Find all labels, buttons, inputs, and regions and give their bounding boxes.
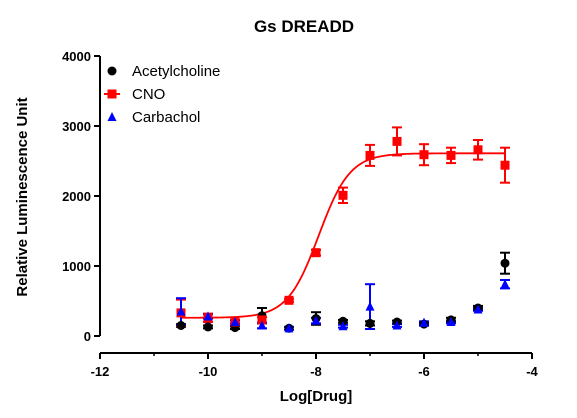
cno-point [338,190,348,200]
cno-point [446,150,456,160]
cno-point [365,150,375,160]
cno-fit-curve [180,152,505,319]
data-points-layer [176,136,510,333]
y-axis-label: Relative Luminescence Unit [14,97,31,296]
carbachol-point [257,320,267,330]
y-tick-label: 4000 [62,49,91,64]
carbachol-legend-marker [107,111,117,122]
carbachol-point [473,304,483,314]
x-tick-label: -12 [91,364,110,379]
cno-point [419,150,429,160]
chart-title: Gs DREADD [254,17,354,36]
carbachol-point [284,323,294,333]
acetylcholine-legend-marker [107,66,117,76]
carbachol-point [392,320,402,330]
y-tick-label: 0 [84,329,91,344]
carbachol-point [338,321,348,331]
acetylcholine-point [500,258,510,268]
acetylcholine-point [176,321,186,330]
y-tick-label: 1000 [62,259,91,274]
cno-point [311,248,321,258]
carbachol-point [419,317,429,327]
carbachol-point [500,279,510,289]
axes: 0 1000 2000 3000 4000 -12 -10 -8 -6 -4 [62,49,538,379]
cno-point [500,160,510,170]
carbachol-point [446,316,456,327]
cno-point [473,145,483,155]
carbachol-legend-label: Carbachol [132,109,200,126]
acetylcholine-point [203,322,213,332]
y-tick-label: 2000 [62,189,91,204]
x-tick-label: -8 [310,364,322,379]
error-bars-layer [176,126,510,331]
carbachol-point [365,301,375,311]
y-tick-label: 3000 [62,119,91,134]
carbachol-point [311,315,321,325]
x-axis-label: Log[Drug] [280,388,352,405]
acetylcholine-legend-label: Acetylcholine [132,63,220,80]
cno-legend-label: CNO [132,86,165,103]
cno-legend-marker [107,89,117,99]
carbachol-point [230,316,240,327]
x-tick-label: -4 [526,364,538,379]
fit-curve-layer [180,152,505,319]
carbachol-point [176,306,186,316]
acetylcholine-point [365,318,375,328]
legend: Acetylcholine CNO Carbachol [104,63,220,126]
carbachol-point [203,311,213,321]
cno-point [257,315,267,325]
cno-point [392,136,402,146]
x-tick-label: -6 [418,364,430,379]
x-tick-label: -10 [199,364,218,379]
cno-point [284,295,294,305]
